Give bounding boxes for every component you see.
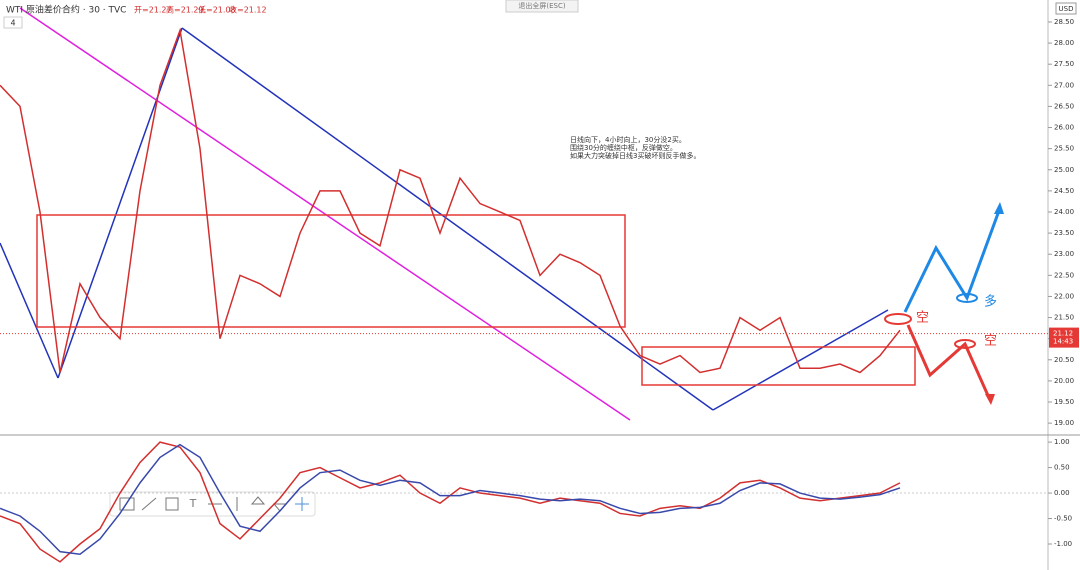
marker-ellipse	[884, 313, 912, 325]
y-tick-label: 26.50	[1054, 102, 1074, 110]
currency-badge[interactable]	[1055, 2, 1077, 15]
y-tick-label: 24.00	[1054, 208, 1074, 216]
y-tick-label: 25.00	[1054, 166, 1074, 174]
trend-line	[712, 309, 889, 411]
y-tick-label: 0.00	[1054, 489, 1070, 497]
tool-icon[interactable]: T	[189, 497, 197, 510]
arrow-head	[985, 394, 995, 405]
y-tick-label: -1.00	[1054, 540, 1072, 548]
y-tick-label: 28.00	[1054, 39, 1074, 47]
y-tick-label: 28.50	[1054, 18, 1074, 26]
last-price-label: 21.12	[1053, 330, 1073, 338]
note-line: 如果大力突破掉日线3买破坏则反手做多。	[570, 151, 700, 160]
ohlc-open: 开=21.27	[134, 6, 172, 15]
series-line	[0, 443, 901, 555]
pivot-box	[36, 214, 626, 328]
marker-ellipse	[954, 339, 976, 349]
y-tick-label: -0.50	[1054, 515, 1072, 523]
drawings	[0, 7, 1004, 421]
y-tick-label: 23.00	[1054, 250, 1074, 258]
short-label: 空	[984, 334, 997, 349]
y-tick-label: 24.50	[1054, 187, 1074, 195]
tool-icon[interactable]	[165, 497, 179, 511]
projection-arrow	[906, 324, 992, 401]
y-tick-label: 22.00	[1054, 292, 1074, 300]
pivot-box	[641, 346, 916, 386]
last-price-time: 14:43	[1053, 338, 1073, 346]
y-tick-label: 19.50	[1054, 398, 1074, 406]
trend-line	[181, 27, 714, 411]
y-tick-label: 27.50	[1054, 60, 1074, 68]
symbol-title: WTI 原油差价合约 · 30 · TVC	[6, 4, 126, 16]
exit-fullscreen[interactable]	[505, 0, 579, 13]
ohlc-low: 低=21.08	[198, 5, 236, 15]
short-label: 空	[916, 311, 929, 326]
tool-icon[interactable]	[250, 496, 266, 505]
exit-fullscreen-label[interactable]: 退出全屏(ESC)	[518, 1, 565, 10]
y-tick-label: 1.00	[1054, 438, 1070, 446]
indicator-count[interactable]: 4	[10, 19, 15, 28]
trend-line	[0, 242, 59, 379]
collapse-button[interactable]	[3, 16, 23, 29]
y-tick-label: 27.00	[1054, 81, 1074, 89]
series-line	[0, 27, 901, 374]
tool-icon[interactable]	[119, 497, 135, 511]
channel-line	[19, 7, 631, 421]
tool-icon[interactable]	[141, 497, 157, 511]
last-price-badge	[1049, 327, 1079, 348]
y-tick-label: 0.50	[1054, 464, 1070, 472]
y-tick-label: 25.50	[1054, 145, 1074, 153]
currency-label[interactable]: USD	[1059, 5, 1074, 13]
y-tick-label: 20.50	[1054, 356, 1074, 364]
ohlc-close: 收=21.12	[229, 5, 267, 15]
note-line: 围绕30分的缠绕中枢，反弹做空。	[570, 143, 677, 152]
y-tick-label: 26.00	[1054, 124, 1074, 132]
y-tick-label: 21.50	[1054, 314, 1074, 322]
trend-line	[57, 27, 183, 379]
y-tick-label: 19.00	[1054, 419, 1074, 427]
long-label: 多	[984, 294, 997, 310]
y-tick-label: 22.50	[1054, 271, 1074, 279]
projection-arrow	[903, 207, 1002, 313]
y-tick-label: 20.00	[1054, 377, 1074, 385]
ohlc-high: 高=21.29	[166, 5, 204, 15]
y-tick-label: 23.50	[1054, 229, 1074, 237]
arrow-head	[994, 202, 1004, 214]
note-line: 日线向下，4小时向上，30分没2买。	[570, 135, 686, 144]
